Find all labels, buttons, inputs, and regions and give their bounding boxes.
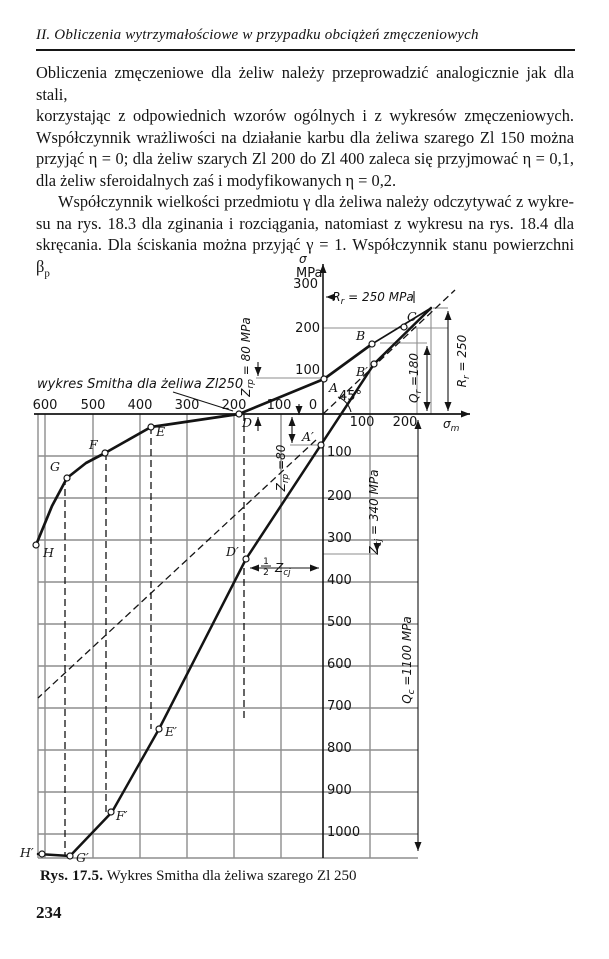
angle-45-label: 45° — [339, 389, 362, 404]
beta-subscript: p — [44, 266, 50, 279]
y-tick: 200 — [327, 489, 352, 504]
x-axis-symbol: σm — [443, 417, 460, 434]
svg-text:1: 1 — [263, 557, 269, 567]
y-tick: 900 — [327, 783, 352, 798]
point-label-f-prime: F′ — [115, 808, 128, 823]
rr-top-label: Rr = 250 MPa — [332, 290, 413, 307]
x-tick: 200 — [393, 415, 418, 430]
rr-right-label: Rr = 250 — [455, 334, 472, 387]
point-label-c: C — [407, 309, 417, 324]
body-text: Obliczenia zmęczeniowe dla żeliw należy … — [36, 62, 574, 284]
point-label-d: D — [241, 415, 252, 430]
point-label-a-prime: A′ — [301, 429, 314, 444]
paragraph-line: su na rys. 18.3 dla zginania i rozciągan… — [36, 213, 574, 233]
paragraph-line: Współczynnik wielkości przedmiotu γ dla … — [58, 192, 574, 211]
y-tick: 200 — [295, 321, 320, 336]
guide-lines — [256, 307, 448, 555]
point-label-d-prime: D′ — [225, 544, 239, 559]
point-label-b: B — [355, 328, 365, 343]
y-tick: 700 — [327, 699, 352, 714]
y-tick: 100 — [295, 363, 320, 378]
annotations: Rr = 250 MPa Rr = 250 Qr =180 Qc =1100 M… — [37, 289, 472, 704]
paragraph-line: Obliczenia zmęczeniowe dla żeliw należy … — [36, 63, 574, 104]
x-tick: 200 — [222, 398, 247, 413]
paragraph-line: przyjąć η = 0; dla żeliw szarych Zl 200 … — [36, 149, 574, 168]
smith-diagram-figure: A B C B′ A′ D E F G H D′ E′ F′ G′ H′ 600… — [19, 252, 472, 865]
dashed-lines — [37, 289, 456, 856]
paragraph-line: korzystając z odpowiednich wzorów ogólny… — [36, 106, 574, 125]
svg-text:Zcj: Zcj — [274, 561, 291, 578]
figure-caption: Rys. 17.5. Wykres Smitha dla żeliwa szar… — [40, 868, 357, 885]
axes — [34, 264, 470, 858]
y-axis-symbol: σ — [299, 252, 307, 266]
zcj-label: Zcj = 340 MPa — [367, 469, 384, 555]
x-tick: 100 — [350, 415, 375, 430]
y-tick: 300 — [293, 277, 318, 292]
y-tick: 100 — [327, 445, 352, 460]
paragraph-line: dla żeliw sferoidalnych zaś i modyfikowa… — [36, 170, 397, 190]
paragraph-line: skręcania. Dla ściskania można przyjąć γ… — [36, 234, 574, 284]
point-label-e-prime: E′ — [164, 724, 177, 739]
point-label-b-prime: B′ — [355, 364, 368, 379]
point-label-f: F — [88, 437, 99, 452]
point-label-h-prime: H′ — [19, 845, 34, 860]
point-label-e: E — [155, 424, 165, 439]
y-tick: 600 — [327, 657, 352, 672]
y-tick: 300 — [327, 531, 352, 546]
half-zcj-label: 1 2 Zcj — [261, 557, 291, 578]
point-label-a: A — [328, 380, 338, 395]
caption-text: Wykres Smitha dla żeliwa szarego Zl 250 — [103, 868, 357, 884]
paragraph-line-text: skręcania. Dla ściskania można przyjąć γ… — [36, 235, 574, 276]
paragraph-line: Współczynnik wrażliwości na działanie ka… — [36, 127, 574, 147]
y-tick: 800 — [327, 741, 352, 756]
x-tick: 300 — [175, 398, 200, 413]
y-tick: 500 — [327, 615, 352, 630]
y-tick: 1000 — [327, 825, 360, 840]
point-label-h: H — [42, 545, 55, 560]
header-rule — [36, 49, 575, 51]
x-tick-zero: 0 — [309, 398, 317, 413]
point-label-g-prime: G′ — [76, 850, 89, 865]
point-labels: A B C B′ A′ D E F G H D′ E′ F′ G′ H′ — [19, 309, 417, 865]
y-tick: 400 — [327, 573, 352, 588]
qc-label: Qc =1100 MPa — [400, 616, 417, 704]
qr-label: Qr =180 — [407, 353, 424, 403]
zrp-label: Zrp = 80 MPa — [239, 317, 256, 397]
svg-text:2: 2 — [263, 568, 269, 578]
running-header: II. Obliczenia wytrzymałościowe w przypa… — [36, 27, 479, 43]
axis-tick-labels: 600 500 400 300 200 100 0 100 200 300 20… — [33, 252, 460, 840]
smith-diagram-title: wykres Smitha dla żeliwa Zl250 — [37, 377, 243, 392]
page-number: 234 — [36, 903, 62, 922]
grid — [37, 414, 418, 859]
point-label-g: G — [50, 459, 60, 474]
x-tick: 600 — [33, 398, 58, 413]
x-tick: 500 — [81, 398, 106, 413]
zrp-small-label: Zrp =80 — [274, 444, 291, 492]
y-axis-unit: MPa — [296, 266, 322, 281]
x-tick: 400 — [128, 398, 153, 413]
x-tick: 100 — [267, 398, 292, 413]
point-markers — [32, 323, 408, 860]
caption-number: Rys. 17.5. — [40, 868, 104, 884]
